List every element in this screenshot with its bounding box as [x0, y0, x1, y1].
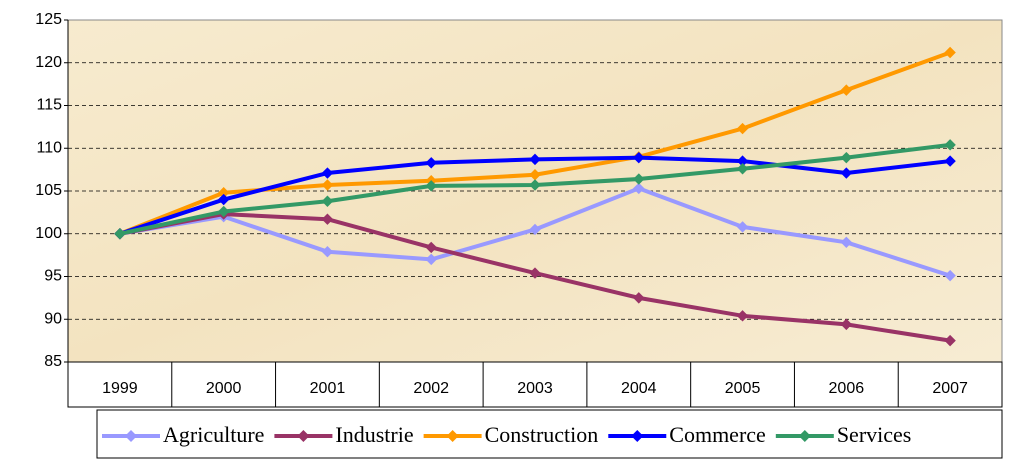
data-point: [633, 173, 645, 185]
y-tick-label: 105: [35, 182, 62, 199]
data-point: [529, 223, 541, 236]
data-point: [321, 167, 334, 179]
legend-label: Construction: [485, 422, 599, 447]
x-tick-label: 2002: [413, 380, 449, 397]
data-point: [736, 221, 749, 233]
data-point: [840, 151, 853, 164]
legend-marker: [798, 430, 811, 442]
y-tick-label: 115: [36, 97, 62, 114]
data-point: [425, 241, 437, 254]
data-point: [944, 155, 956, 167]
x-tick-label: 1999: [102, 380, 138, 397]
y-tick-label: 90: [44, 310, 62, 327]
data-point: [840, 167, 853, 179]
x-tick-label: 2003: [517, 380, 553, 397]
data-point: [840, 84, 853, 96]
legend-marker: [631, 430, 644, 442]
data-point: [633, 151, 645, 164]
data-point: [425, 253, 437, 266]
category-axis-box: [67, 361, 1003, 408]
data-point: [840, 318, 853, 331]
x-tick-label: 2007: [932, 380, 968, 397]
legend-label: Industrie: [335, 422, 413, 447]
data-point: [944, 46, 956, 59]
data-point: [529, 153, 541, 166]
legend-marker: [297, 430, 310, 442]
y-tick-label: 110: [36, 139, 62, 156]
x-tick-label: 2000: [206, 380, 242, 397]
data-point: [736, 122, 749, 135]
data-point: [840, 236, 853, 249]
y-tick-label: 100: [35, 225, 62, 242]
legend: [96, 409, 1003, 459]
y-tick-label: 95: [44, 268, 62, 285]
data-point: [321, 179, 334, 191]
y-tick-label: 125: [35, 11, 62, 28]
data-point: [736, 163, 749, 175]
data-point: [529, 267, 541, 279]
legend-marker: [446, 430, 459, 442]
legend-marker: [125, 430, 137, 442]
data-point: [529, 179, 541, 191]
x-tick-label: 2006: [829, 380, 865, 397]
data-point: [425, 157, 437, 169]
data-point: [633, 292, 645, 304]
data-point: [321, 195, 334, 207]
data-point: [944, 139, 956, 151]
data-point: [944, 334, 956, 347]
data-point: [321, 245, 334, 258]
data-point: [944, 269, 956, 282]
data-point: [633, 182, 645, 195]
x-tick-label: 2001: [310, 380, 346, 397]
legend-label: Commerce: [669, 422, 766, 447]
data-point: [425, 180, 437, 192]
data-point: [321, 213, 334, 225]
x-tick-label: 2005: [725, 380, 761, 397]
data-point: [736, 310, 749, 322]
data-point: [114, 228, 126, 240]
x-tick-label: 2004: [621, 380, 657, 397]
data-point: [217, 193, 230, 206]
legend-label: Agriculture: [163, 422, 264, 447]
y-tick-label: 120: [35, 54, 62, 71]
data-point: [217, 205, 230, 218]
legend-label: Services: [837, 422, 912, 447]
y-tick-label: 85: [44, 353, 62, 370]
